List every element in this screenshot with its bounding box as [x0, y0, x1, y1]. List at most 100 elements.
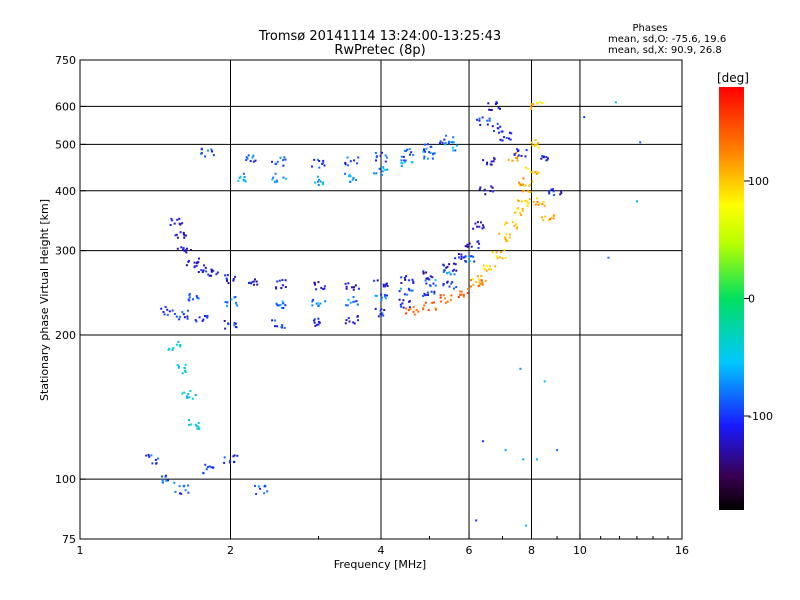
data-point [279, 156, 282, 159]
data-point [188, 294, 191, 296]
data-point [378, 167, 381, 170]
data-point [242, 178, 245, 181]
data-point [453, 262, 455, 265]
data-point [276, 179, 278, 182]
data-point [379, 313, 382, 316]
data-point [151, 462, 154, 465]
data-point [179, 231, 182, 234]
data-point [455, 286, 458, 288]
data-points [145, 101, 642, 527]
data-point [314, 324, 317, 327]
data-point [423, 292, 426, 295]
data-point [635, 200, 638, 203]
data-point [492, 160, 495, 163]
data-point [212, 269, 215, 272]
data-point [400, 165, 403, 168]
data-point [440, 300, 443, 303]
data-point [535, 143, 538, 146]
data-point [284, 158, 287, 161]
data-point [275, 302, 278, 305]
data-point [355, 300, 358, 303]
data-point [183, 316, 186, 319]
data-point [537, 142, 539, 145]
data-point [257, 485, 260, 488]
data-point [398, 290, 401, 293]
data-point [280, 326, 283, 329]
data-point [430, 145, 433, 148]
data-point [202, 269, 205, 272]
data-point [486, 163, 488, 166]
data-point [200, 148, 203, 151]
data-point [352, 300, 355, 303]
data-point [245, 156, 248, 159]
data-point [497, 106, 500, 109]
data-point [470, 279, 473, 282]
data-point [232, 455, 235, 458]
series-X-F2-cusp [472, 101, 544, 286]
data-point [195, 262, 198, 264]
data-point [380, 314, 383, 317]
data-point [188, 423, 190, 426]
x-tick-label: 10 [573, 544, 587, 557]
data-point [183, 236, 186, 239]
data-point [407, 279, 410, 282]
data-point [280, 307, 283, 309]
data-point [348, 173, 351, 176]
data-point [375, 156, 378, 159]
data-point [542, 156, 545, 159]
y-tick-label: 100 [55, 473, 76, 486]
data-point [483, 189, 486, 192]
data-point [486, 123, 489, 126]
data-point [281, 284, 284, 287]
data-point [454, 263, 457, 266]
data-point [494, 103, 497, 105]
data-point [322, 183, 325, 186]
colorbar: [deg] -100 0 100 [717, 71, 773, 510]
data-point [482, 224, 484, 227]
data-point [245, 159, 248, 162]
data-point [311, 165, 313, 168]
data-point [453, 287, 455, 290]
data-point [344, 163, 347, 166]
data-point [313, 158, 316, 161]
data-point [323, 287, 326, 290]
data-point [171, 348, 174, 351]
data-point [185, 264, 188, 267]
data-point [190, 423, 193, 426]
data-point [373, 279, 376, 282]
data-point [482, 159, 485, 162]
data-point [553, 217, 555, 220]
data-point [253, 283, 255, 286]
data-point [382, 283, 385, 286]
data-point [468, 242, 471, 245]
data-point [499, 138, 502, 141]
data-point [173, 222, 176, 225]
data-point [428, 278, 431, 281]
data-point [423, 304, 426, 307]
data-point [271, 319, 274, 322]
data-point [314, 181, 317, 184]
data-point [321, 162, 324, 165]
data-point [444, 142, 447, 145]
data-point [175, 343, 178, 346]
data-point [429, 151, 432, 154]
data-point [467, 288, 470, 291]
x-tick-label: 2 [227, 544, 234, 557]
data-point [515, 152, 518, 155]
series-O-low [145, 453, 269, 495]
data-point [410, 161, 413, 164]
y-tick-label: 500 [55, 138, 76, 151]
data-point [409, 153, 411, 156]
data-point [517, 154, 520, 157]
data-point [444, 143, 447, 146]
data-point [541, 203, 544, 206]
data-point [424, 301, 427, 304]
data-point [192, 298, 194, 301]
data-point [171, 219, 174, 222]
data-point [401, 162, 404, 165]
data-point [477, 240, 480, 243]
data-point [560, 192, 563, 194]
data-point [405, 275, 408, 278]
data-point [373, 172, 376, 175]
data-point [379, 154, 382, 157]
